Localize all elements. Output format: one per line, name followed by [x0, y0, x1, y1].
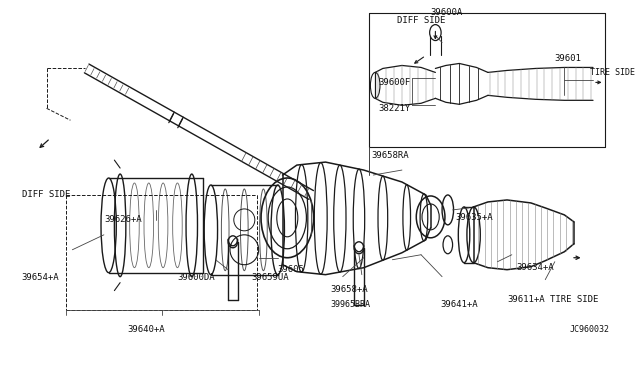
Text: 38221Y: 38221Y: [378, 104, 410, 113]
Text: 39605: 39605: [278, 265, 305, 274]
Text: 39600A: 39600A: [431, 8, 463, 17]
Text: 39611+A: 39611+A: [507, 295, 545, 304]
Text: 39601: 39601: [555, 54, 582, 63]
Text: 39600DA: 39600DA: [177, 273, 215, 282]
Text: 39658RA: 39658RA: [371, 151, 409, 160]
Text: 39634+A: 39634+A: [516, 263, 554, 272]
Text: 39659UA: 39659UA: [251, 273, 289, 282]
Text: 39658+A: 39658+A: [330, 285, 368, 294]
Text: JC960032: JC960032: [569, 325, 609, 334]
Text: 39626+A: 39626+A: [104, 215, 141, 224]
Text: DIFF SIDE: DIFF SIDE: [22, 190, 70, 199]
Text: 39635+A: 39635+A: [456, 214, 493, 222]
Text: 39640+A: 39640+A: [127, 325, 164, 334]
Text: TIRE SIDE: TIRE SIDE: [550, 295, 598, 304]
Text: 39965BRA: 39965BRA: [330, 300, 371, 309]
Text: 39654+A: 39654+A: [22, 273, 60, 282]
Text: 39600F: 39600F: [378, 78, 410, 87]
Text: 39641+A: 39641+A: [440, 300, 478, 309]
Text: TIRE SIDE: TIRE SIDE: [590, 68, 635, 77]
Text: DIFF SIDE: DIFF SIDE: [397, 16, 445, 25]
